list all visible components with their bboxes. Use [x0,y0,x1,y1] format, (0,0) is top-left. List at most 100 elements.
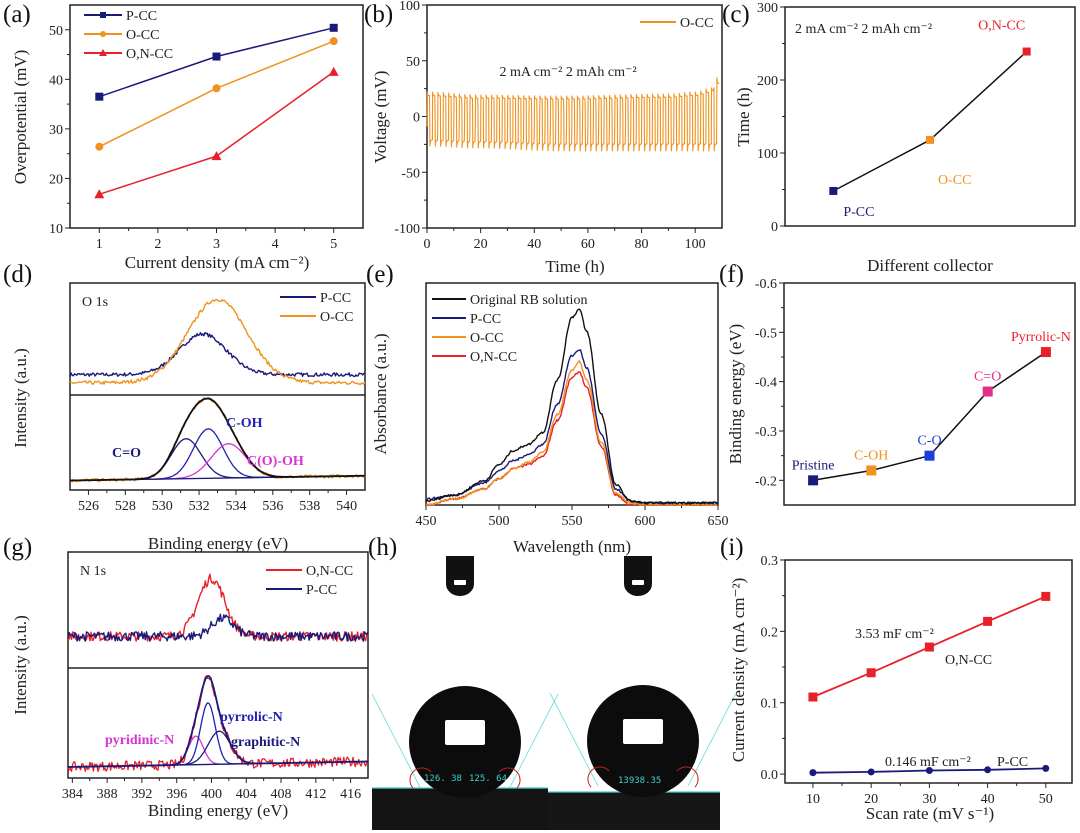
needle-droplet-left [446,556,474,596]
data-point-o,n-cc [211,151,222,161]
y-tick-label-b: 50 [406,55,420,70]
y-axis-title-i: Current density (mA cm⁻²) [729,578,748,763]
contact-angle-image: 126. 38 125. 64 13938.35 [371,556,737,830]
annotation-g-0: pyridinic-N [105,733,174,748]
plot-frame-f [783,282,1076,506]
spectrum-o-cc [425,360,718,506]
legend-label-d: O-CC [320,310,353,325]
x-tick-label-e: 550 [562,514,583,529]
x-tick-label-g: 416 [340,787,361,802]
legend-label-e: O-CC [470,331,503,346]
annotation-f-4: Pyrrolic-N [1011,330,1071,345]
plot-frame-g [67,551,369,779]
x-tick-label-d: 534 [225,499,246,514]
x-axis-title-i: Scan rate (mV s⁻¹) [866,804,994,823]
y-tick-label-c: 0 [771,220,778,235]
x-axis-title-e: Wavelength (nm) [513,537,631,556]
data-point-p-cc [984,766,992,774]
panel-label-g: (g) [3,534,32,561]
x-tick-label-e: 650 [708,514,729,529]
legend-marker-a [100,31,106,37]
y-tick-label-i: 0.0 [761,768,779,783]
data-point-p-cc [329,23,338,32]
y-axis-title-a: Overpotential (mV) [11,50,30,185]
annotation-g-1: pyrrolic-N [220,710,283,725]
annotation-f-0: Pristine [792,458,835,473]
legend-label-e: Original RB solution [470,293,587,308]
x-tick-label-g: 392 [131,787,152,802]
x-tick-label-a: 4 [272,237,279,252]
data-point-o,n-cc [1041,591,1051,601]
region-label-g: N 1s [80,564,106,579]
x-tick-label-g: 384 [62,787,83,802]
data-point-pristine [808,475,819,486]
spectrum-p-cc [67,613,369,642]
data-point-p-cc [829,186,838,195]
x-tick-label-b: 0 [424,237,431,252]
legend-label-b: O-CC [680,16,713,31]
x-tick-label-e: 500 [489,514,510,529]
fit-envelope-d [70,397,366,482]
annotation-c-condition: 2 mA cm⁻² 2 mAh cm⁻² [795,22,932,37]
x-tick-label-d: 526 [78,499,99,514]
y-axis-title-f: Binding energy (eV) [726,324,745,464]
y-tick-label-b: 100 [399,0,420,14]
x-tick-label-e: 600 [635,514,656,529]
data-point-o-cc [95,142,104,151]
data-point-p-cc [95,92,104,101]
y-tick-label-a: 50 [49,24,63,39]
data-point-p-cc [212,52,221,61]
x-axis-title-g: Binding energy (eV) [148,801,288,820]
x-axis-title-b: Time (h) [545,257,604,276]
y-axis-title-e: Absorbance (a.u.) [371,333,390,454]
y-tick-label-a: 40 [49,73,63,88]
fit-envelope-g [68,675,368,768]
legend-label-e: P-CC [470,312,501,327]
y-tick-label-a: 10 [49,222,63,237]
angle-arc-right-left [498,767,521,789]
data-point-o,n-cc [866,668,876,678]
data-point-pyrrolic-n [1040,347,1051,358]
annotation-f-1: C-OH [854,448,888,463]
x-tick-label-i: 20 [864,792,878,807]
angle-arc-right-right [676,766,699,788]
x-tick-label-e: 450 [416,514,437,529]
data-point-o-cc [329,37,338,46]
x-tick-label-a: 5 [330,237,337,252]
panel-label-h: (h) [368,534,397,561]
y-axis-title-b: Voltage (mV) [371,71,390,164]
spectrum-p-cc [69,331,366,378]
data-point-o,n-cc [1022,47,1031,56]
annotation-d-0: C=O [112,446,141,461]
data-point-o,n-cc [924,642,934,652]
droplet-highlight-right [623,719,663,744]
annotation-i-cap-0: 3.53 mF cm⁻² [855,627,934,642]
annotation-i-name-1: P-CC [997,755,1028,770]
y-axis-title-d: Intensity (a.u.) [11,348,30,448]
data-point-o,n-cc [808,692,818,702]
data-point-p-cc [1042,764,1050,772]
y-tick-label-c: 300 [757,1,778,16]
x-tick-label-i: 10 [806,792,820,807]
y-tick-label-b: 0 [413,111,420,126]
contact-angle-label-left-2: 125. 64 [469,774,507,784]
y-tick-label-f: -0.5 [755,326,777,341]
panel-label-i: (i) [720,534,744,561]
tangent-line-left-left [371,693,421,788]
x-tick-label-d: 528 [115,499,136,514]
tangent-line-left-right [549,692,599,787]
legend-marker-a [99,49,107,56]
x-tick-label-b: 60 [581,237,595,252]
legend-label-d: P-CC [320,291,351,306]
data-point-c=o [982,386,993,397]
annotation-i-name-0: O,N-CC [945,653,992,668]
y-tick-label-c: 200 [757,74,778,89]
angle-arc-left-right [587,766,610,788]
data-point-o-cc [926,135,934,144]
panel-label-d: (d) [3,261,32,288]
y-tick-label-f: -0.2 [755,474,777,489]
data-point-p-cc [925,767,933,775]
x-axis-title-c: Different collector [867,256,993,275]
x-tick-label-i: 40 [981,792,995,807]
x-tick-label-i: 30 [922,792,936,807]
